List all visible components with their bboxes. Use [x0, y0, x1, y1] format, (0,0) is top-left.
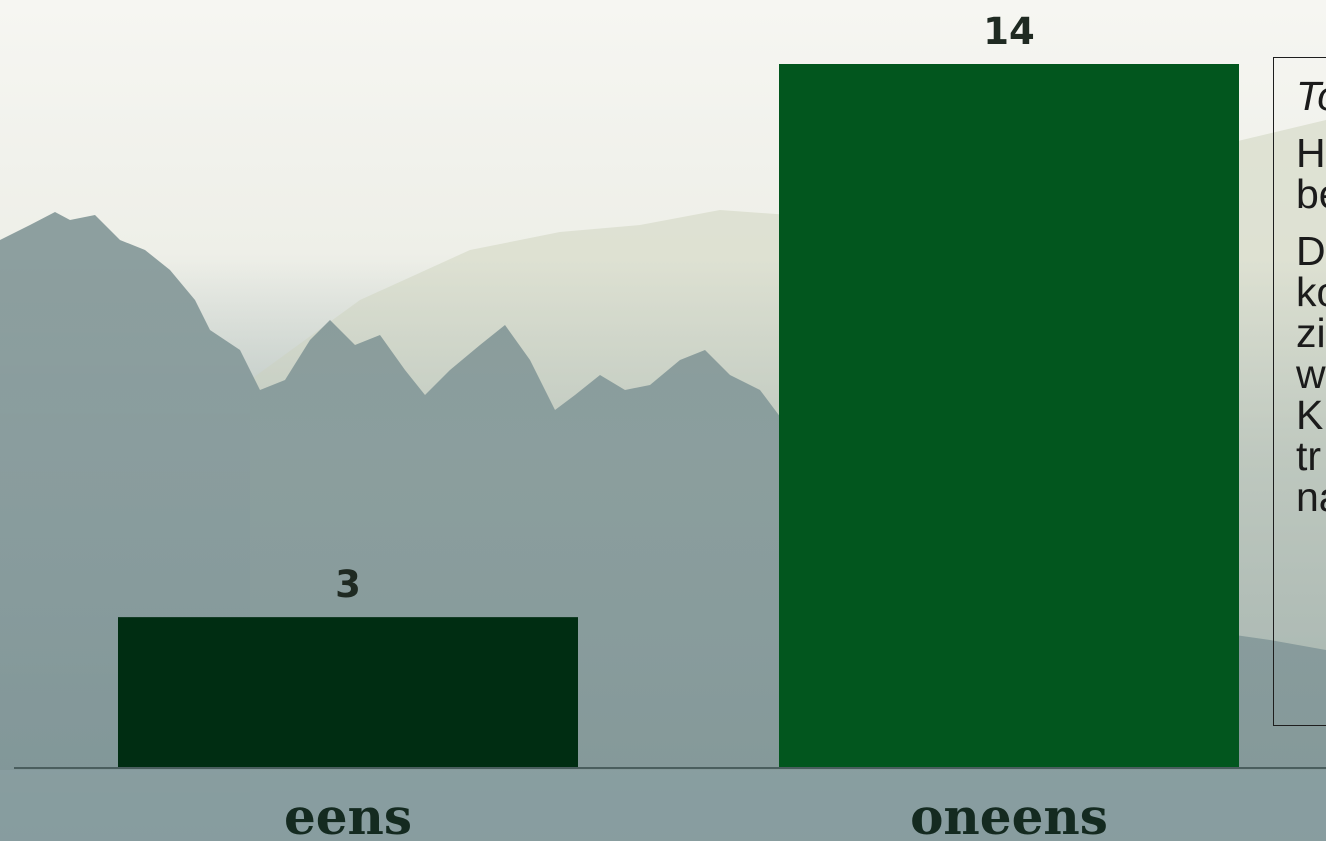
text-box: To H be D ko zi w K tr na — [1273, 57, 1326, 726]
data-label-eens: 3 — [335, 563, 361, 606]
text-box-paragraph-1: H be — [1296, 130, 1326, 217]
bars-layer — [118, 64, 1239, 768]
text-box-heading: To — [1296, 73, 1326, 119]
category-label-oneens: oneens — [910, 787, 1108, 841]
category-label-eens: eens — [284, 787, 412, 841]
data-label-oneens: 14 — [983, 10, 1035, 53]
bar-oneens — [779, 64, 1239, 768]
bar-eens — [118, 617, 578, 768]
text-box-paragraph-2: D ko zi w K tr na — [1296, 228, 1326, 520]
